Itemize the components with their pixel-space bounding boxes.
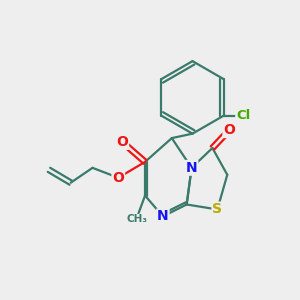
Text: O: O bbox=[223, 123, 235, 137]
Text: N: N bbox=[186, 161, 197, 175]
Text: N: N bbox=[157, 209, 169, 224]
Text: S: S bbox=[212, 202, 222, 216]
Text: Cl: Cl bbox=[236, 109, 250, 122]
Text: CH₃: CH₃ bbox=[126, 214, 147, 224]
Text: O: O bbox=[116, 135, 128, 149]
Text: O: O bbox=[112, 171, 124, 185]
